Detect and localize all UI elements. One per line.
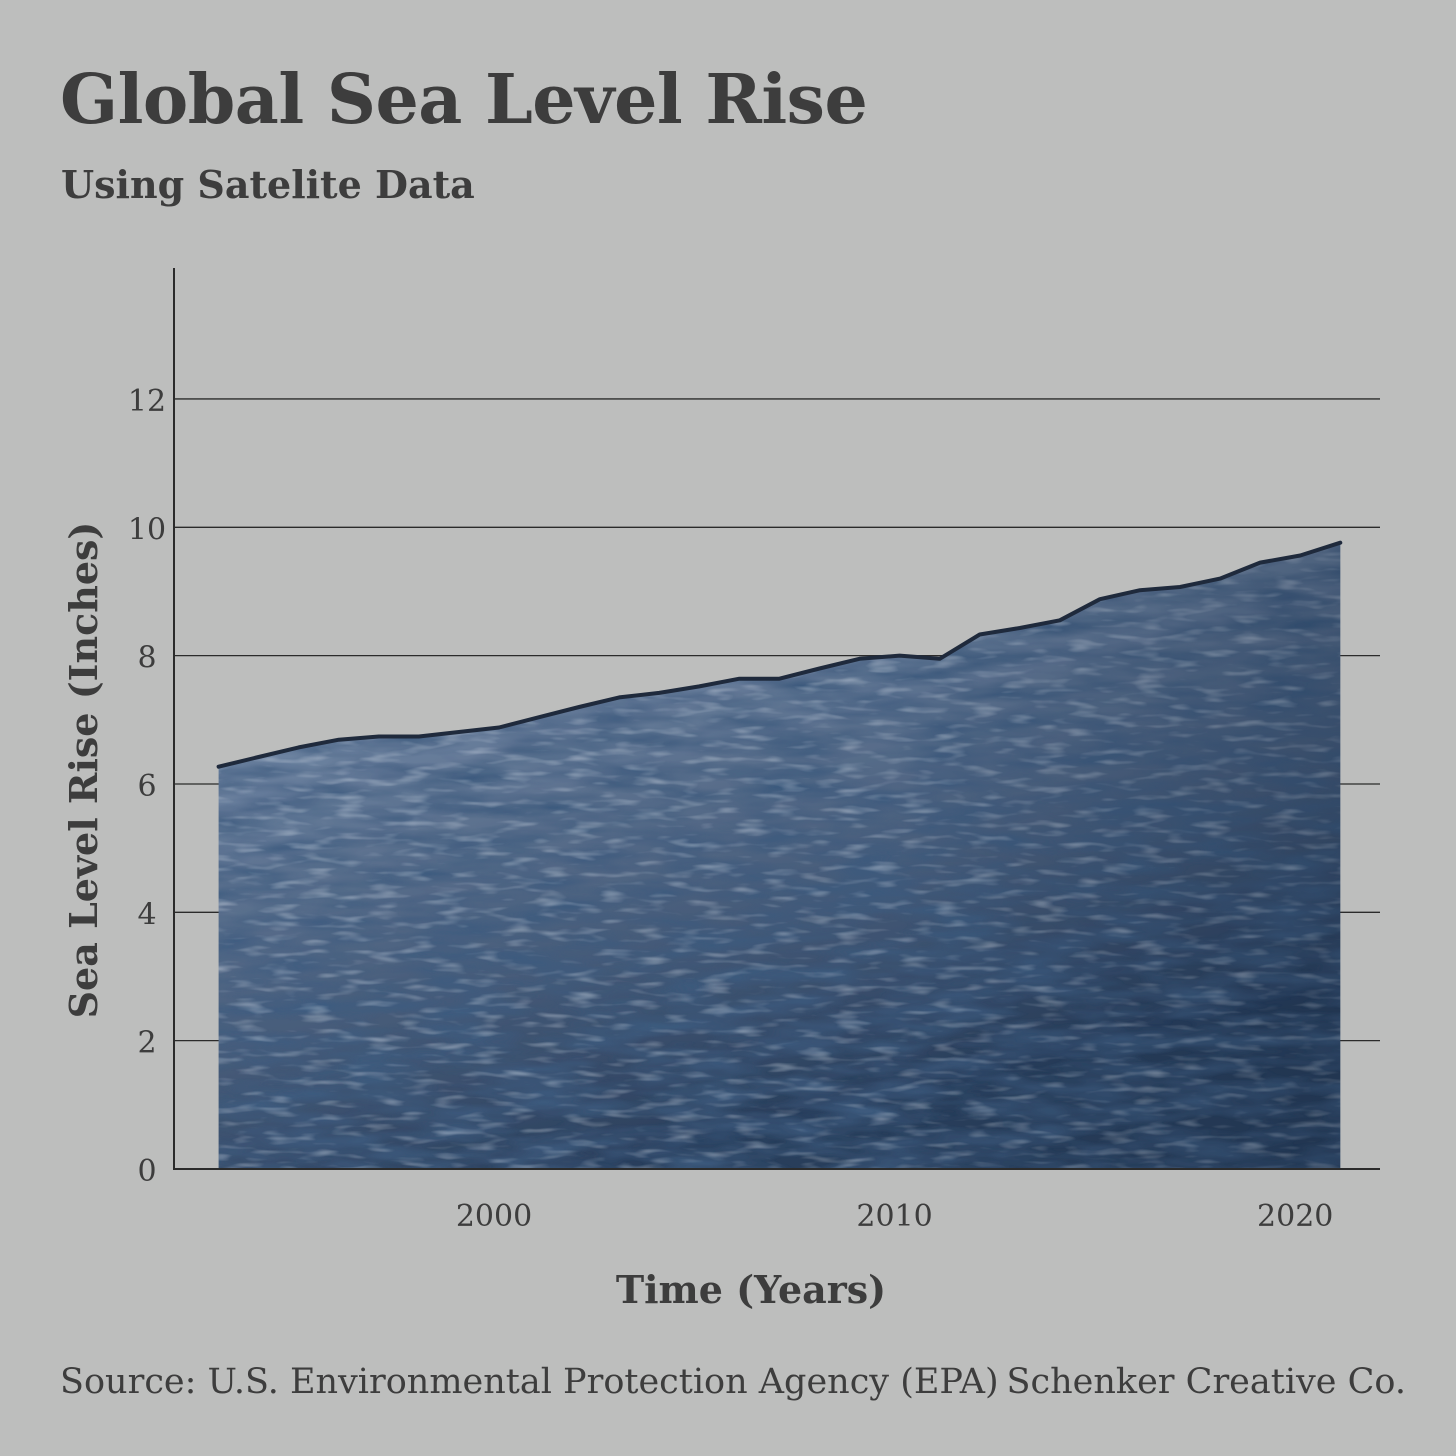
y-axis-label: Sea Level Rise (Inches) [61,522,106,1019]
y-tick-label: 8 [137,641,156,676]
studio-credit: Schenker Creative Co. [1006,1362,1406,1402]
source-credit: Source: U.S. Environmental Protection Ag… [60,1362,999,1402]
y-tick-label: 4 [137,897,156,932]
y-tick-label: 6 [137,769,156,804]
y-tick-label: 12 [128,384,166,419]
chart-title: Global Sea Level Rise [60,60,868,140]
x-tick-label: 2010 [856,1199,932,1234]
x-axis-label: Time (Years) [616,1267,886,1312]
sea-level-line [216,540,1343,769]
y-tick-label: 10 [128,512,166,547]
x-tick-label: 2020 [1257,1199,1333,1234]
x-tick-label: 2000 [456,1199,532,1234]
chart-subtitle: Using Satelite Data [61,162,475,207]
y-tick-label: 2 [137,1026,156,1061]
y-tick-label: 0 [137,1154,156,1189]
